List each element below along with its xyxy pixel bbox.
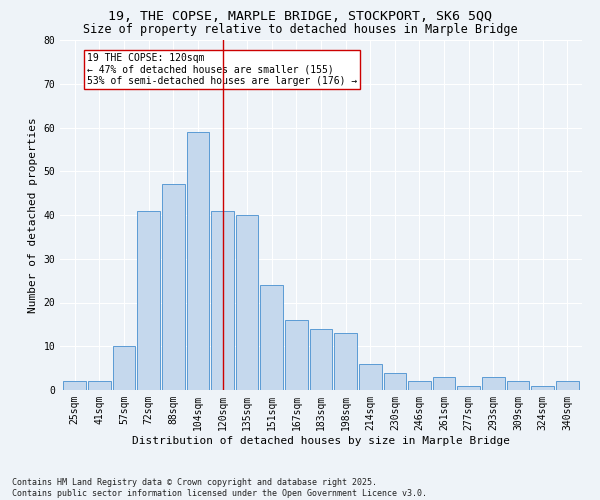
Text: Size of property relative to detached houses in Marple Bridge: Size of property relative to detached ho…	[83, 22, 517, 36]
Bar	[457, 386, 480, 390]
Bar	[408, 381, 431, 390]
Bar	[482, 377, 505, 390]
Bar	[113, 346, 136, 390]
Bar	[88, 381, 111, 390]
Bar	[162, 184, 185, 390]
Bar	[285, 320, 308, 390]
Bar	[211, 210, 234, 390]
Bar	[359, 364, 382, 390]
Bar	[236, 215, 259, 390]
Bar	[334, 333, 357, 390]
Bar	[531, 386, 554, 390]
Y-axis label: Number of detached properties: Number of detached properties	[28, 117, 38, 313]
Text: 19 THE COPSE: 120sqm
← 47% of detached houses are smaller (155)
53% of semi-deta: 19 THE COPSE: 120sqm ← 47% of detached h…	[87, 53, 358, 86]
Bar	[506, 381, 529, 390]
Bar	[64, 381, 86, 390]
Bar	[310, 329, 332, 390]
Text: Contains HM Land Registry data © Crown copyright and database right 2025.
Contai: Contains HM Land Registry data © Crown c…	[12, 478, 427, 498]
X-axis label: Distribution of detached houses by size in Marple Bridge: Distribution of detached houses by size …	[132, 436, 510, 446]
Bar	[187, 132, 209, 390]
Bar	[433, 377, 455, 390]
Bar	[260, 285, 283, 390]
Text: 19, THE COPSE, MARPLE BRIDGE, STOCKPORT, SK6 5QQ: 19, THE COPSE, MARPLE BRIDGE, STOCKPORT,…	[108, 10, 492, 23]
Bar	[137, 210, 160, 390]
Bar	[556, 381, 578, 390]
Bar	[383, 372, 406, 390]
